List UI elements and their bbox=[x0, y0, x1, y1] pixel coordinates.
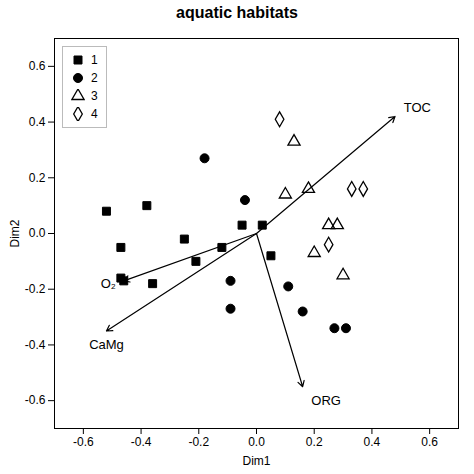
svg-text:Dim1: Dim1 bbox=[242, 454, 270, 468]
html-text:2: 2 bbox=[91, 71, 98, 85]
svg-text:O₂: O₂ bbox=[101, 276, 116, 291]
svg-text:TOC: TOC bbox=[404, 100, 431, 115]
html-text:1: 1 bbox=[91, 53, 98, 67]
svg-text:-0.6: -0.6 bbox=[73, 435, 94, 449]
svg-text:-0.4: -0.4 bbox=[131, 435, 152, 449]
svg-text:0.2: 0.2 bbox=[29, 171, 46, 185]
svg-text:-0.6: -0.6 bbox=[25, 393, 46, 407]
svg-text:0.0: 0.0 bbox=[29, 226, 46, 240]
svg-text:0.4: 0.4 bbox=[29, 115, 46, 129]
svg-text:-0.2: -0.2 bbox=[188, 435, 209, 449]
svg-text:CaMg: CaMg bbox=[89, 337, 124, 352]
svg-text:ORG: ORG bbox=[311, 393, 341, 408]
svg-text:-0.2: -0.2 bbox=[25, 282, 46, 296]
svg-text:0.4: 0.4 bbox=[364, 435, 381, 449]
svg-text:0.6: 0.6 bbox=[421, 435, 438, 449]
html-text:3: 3 bbox=[91, 89, 98, 103]
html-text:aquatic habitats: aquatic habitats bbox=[176, 4, 298, 21]
svg-text:0.2: 0.2 bbox=[306, 435, 323, 449]
svg-text:0.6: 0.6 bbox=[29, 59, 46, 73]
html-text:4: 4 bbox=[91, 107, 98, 121]
svg-text:Dim2: Dim2 bbox=[8, 219, 22, 247]
svg-text:-0.4: -0.4 bbox=[25, 338, 46, 352]
svg-text:0.0: 0.0 bbox=[248, 435, 265, 449]
